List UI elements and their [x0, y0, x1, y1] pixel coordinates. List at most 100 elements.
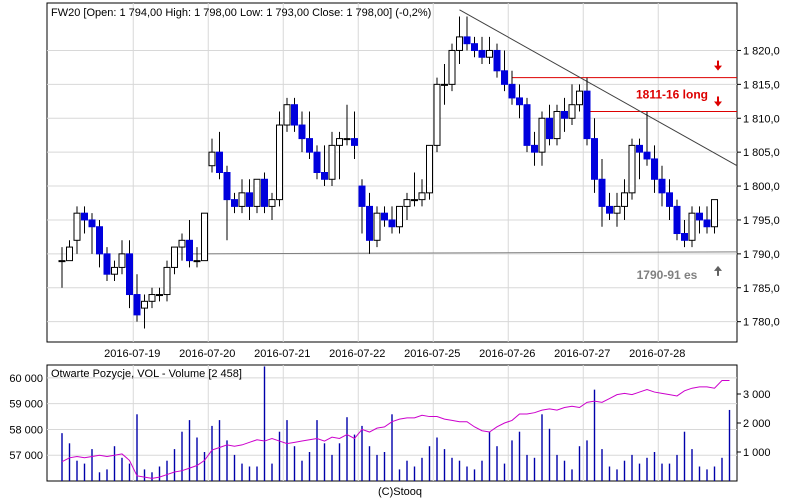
volume-bars: [61, 366, 731, 481]
candle-body-down: [81, 212, 88, 221]
price-x-tick-label: 2016-07-21: [254, 348, 310, 360]
volume-axis: 1 000 2 000 3 000: [737, 389, 771, 459]
candle-body-up: [148, 294, 156, 302]
candle: [148, 287, 156, 309]
resistance-zone: [512, 77, 737, 112]
candle-body-down: [666, 192, 673, 207]
candle-body-down: [501, 70, 508, 85]
trendline: [459, 9, 738, 167]
candle-body-down: [186, 239, 193, 262]
candle-body-up: [156, 294, 163, 297]
arrow-down-icon: [714, 96, 722, 107]
candle: [553, 104, 561, 146]
candle: [628, 138, 636, 200]
candle: [88, 213, 96, 254]
candle-body-down: [358, 185, 366, 207]
candle: [58, 247, 66, 288]
candle: [463, 16, 471, 51]
price-x-tick-label: 2016-07-19: [104, 348, 160, 360]
candle-body-up: [568, 104, 576, 119]
open-interest-tick-label: 59 000: [9, 399, 43, 411]
candle: [673, 199, 681, 241]
candle: [126, 240, 133, 309]
candle-body-down: [88, 219, 96, 228]
candle: [231, 192, 238, 214]
candle: [651, 145, 658, 193]
candle-body-down: [96, 226, 103, 255]
volume-chart-title: Otwarte Pozycje, VOL - Volume [2 458]: [51, 368, 242, 380]
candle-body-down: [516, 97, 523, 106]
candle: [186, 219, 193, 268]
candle: [201, 212, 208, 262]
candle-body-down: [606, 205, 613, 214]
candle: [681, 219, 688, 248]
candle: [478, 36, 486, 65]
candle: [81, 206, 88, 234]
candle-body-up: [448, 49, 456, 85]
candle-body-up: [538, 117, 546, 153]
candle-body-up: [58, 260, 66, 263]
candle-body-up: [403, 199, 411, 207]
candle: [583, 77, 591, 146]
candle-body-up: [418, 192, 426, 201]
downtrend-line: [459, 9, 738, 167]
candle: [561, 97, 568, 132]
price-x-tick-label: 2016-07-20: [179, 348, 235, 360]
candle: [193, 247, 201, 268]
arrow-down-icon: [714, 60, 722, 71]
candle: [103, 247, 111, 281]
candle-body-down: [523, 104, 531, 146]
candle: [523, 97, 531, 153]
candle: [426, 144, 433, 200]
candle-body-up: [208, 151, 216, 167]
candle-body-up: [396, 205, 403, 228]
price-y-tick-label: 1 800,0: [743, 181, 780, 193]
candle-body-up: [163, 266, 171, 296]
candle-body-up: [433, 83, 441, 146]
candle-body-up: [201, 212, 208, 262]
candle: [688, 206, 696, 248]
candle-body-down: [591, 138, 598, 180]
candle-body-down: [673, 205, 681, 235]
candle-body-down: [531, 144, 538, 153]
candle-body-up: [373, 212, 381, 241]
candle: [343, 104, 351, 146]
candle: [418, 179, 426, 207]
price-chart-title: FW20 [Open: 1 794,00 High: 1 798,00 Low:…: [51, 7, 431, 19]
candle-body-up: [456, 36, 463, 51]
price-x-tick-label: 2016-07-27: [554, 348, 610, 360]
candle: [178, 233, 186, 261]
candle-body-down: [561, 110, 568, 119]
candle-body-down: [478, 49, 486, 58]
candle-body-down: [381, 212, 388, 221]
price-plot-area: [46, 2, 738, 343]
candle: [568, 84, 576, 126]
candle: [366, 192, 373, 254]
candle: [576, 84, 583, 112]
candle-body-up: [486, 49, 493, 58]
price-y-tick-label: 1 820,0: [743, 45, 780, 57]
candle: [118, 240, 126, 275]
candle: [253, 178, 261, 214]
candle-body-down: [546, 117, 553, 140]
candle: [666, 179, 673, 220]
candle-body-down: [651, 158, 658, 180]
volume-tick-label: 1 000: [743, 447, 771, 459]
price-x-tick-label: 2016-07-22: [329, 348, 385, 360]
candle: [433, 77, 441, 153]
volume-chart: 57 000 58 000 59 000 60 000 1 000 2 000 3 000…: [9, 364, 771, 482]
candle-body-down: [321, 172, 328, 180]
candle-body-down: [291, 104, 298, 126]
candle-body-down: [471, 43, 478, 51]
candle: [381, 206, 388, 227]
candle: [313, 145, 321, 180]
price-y-tick-label: 1 795,0: [743, 215, 780, 227]
support-line: [189, 251, 738, 255]
candle: [298, 111, 306, 153]
price-chart: 1 780,0 1 785,0 1 790,0 1 795,0 1 800,0 1 805…: [46, 2, 780, 360]
candle: [238, 179, 246, 214]
candle-body-down: [306, 138, 313, 153]
candle-body-down: [493, 49, 501, 72]
open-interest-line: [61, 379, 730, 479]
